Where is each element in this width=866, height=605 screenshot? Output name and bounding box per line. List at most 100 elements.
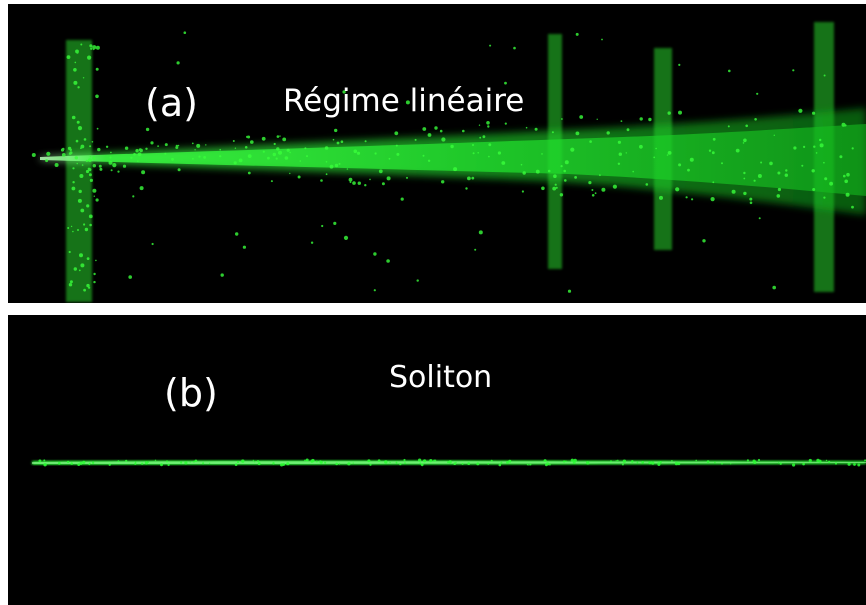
speckle-dot (823, 196, 826, 199)
speckle-dot (97, 147, 101, 152)
speckle-dot (83, 223, 86, 226)
soliton-speckle-dot (610, 460, 612, 463)
speckle-dot (487, 125, 490, 128)
speckle-dot (95, 198, 99, 202)
soliton-speckle-dot (193, 460, 195, 463)
soliton-speckle-dot (117, 460, 120, 463)
speckle-dot (92, 164, 97, 168)
speckle-dot (76, 162, 78, 165)
speckle-dot (82, 77, 85, 79)
speckle-dot (198, 155, 201, 158)
speckle-dot (434, 126, 438, 130)
speckle-dot (504, 122, 507, 125)
speckle-dot (246, 135, 249, 139)
soliton-speckle-dot (335, 462, 339, 466)
speckle-dot (601, 38, 603, 41)
speckle-dot (80, 144, 85, 149)
speckle-dot (374, 152, 377, 155)
speckle-dot (67, 227, 70, 229)
speckle-dot (79, 253, 83, 258)
speckle-dot (74, 61, 77, 64)
speckle-dot (272, 152, 276, 157)
soliton-speckle-dot (202, 462, 205, 465)
soliton-speckle-dot (779, 462, 782, 465)
speckle-dot (711, 151, 715, 155)
soliton-speckle-dot (180, 461, 183, 464)
speckle-dot (591, 194, 595, 197)
soliton-speckle-dot (674, 461, 679, 466)
soliton-speckle-dot (338, 463, 341, 465)
soliton-speckle-dot (57, 461, 61, 465)
soliton-speckle-dot (622, 459, 627, 463)
speckle-dot (612, 184, 618, 189)
soliton-speckle-dot (160, 463, 163, 467)
speckle-dot (74, 156, 79, 160)
speckle-dot (89, 44, 93, 48)
soliton-speckle-dot (853, 463, 856, 466)
soliton-speckle-dot (282, 463, 285, 466)
speckle-dot (416, 279, 419, 282)
speckle-dot (675, 187, 680, 192)
speckle-dot (667, 151, 672, 155)
speckle-dot (843, 174, 846, 178)
soliton-speckle-dot (369, 463, 372, 466)
soliton-speckle-dot (89, 462, 91, 465)
soliton-speckle-dot (272, 462, 275, 465)
soliton-speckle-dot (641, 461, 644, 464)
speckle-dot (91, 141, 94, 143)
speckle-dot (109, 156, 112, 159)
speckle-dot (743, 191, 747, 196)
speckle-dot (86, 257, 90, 260)
speckle-dot (535, 169, 540, 174)
soliton-speckle-dot (352, 462, 354, 464)
speckle-dot (553, 174, 557, 178)
soliton-speckle-dot (82, 460, 86, 464)
speckle-dot (691, 198, 694, 201)
speckle-dot (183, 31, 187, 34)
speckle-dot (753, 179, 756, 182)
soliton-speckle-dot (429, 459, 433, 463)
soliton-speckle-dot (808, 458, 812, 463)
speckle-dot (334, 128, 338, 133)
speckle-dot (112, 163, 117, 168)
speckle-dot (467, 176, 471, 181)
speckle-dot (278, 150, 282, 155)
speckle-dot (137, 160, 139, 162)
soliton-speckle-dot (752, 459, 756, 463)
speckle-dot (329, 164, 334, 169)
speckle-dot (777, 171, 781, 175)
speckle-dot (823, 74, 826, 77)
speckle-dot (617, 162, 621, 165)
panel-b-title: Soliton (389, 360, 493, 395)
speckle-dot (653, 156, 656, 159)
speckle-dot (79, 174, 84, 178)
speckle-dot (89, 178, 93, 182)
speckle-dot (234, 147, 237, 149)
speckle-dot (482, 135, 486, 139)
speckle-dot (396, 152, 400, 156)
speckle-dot (348, 177, 353, 182)
soliton-speckle-dot (834, 462, 838, 465)
soliton-speckle-dot (66, 460, 70, 464)
speckle-dot (87, 167, 91, 171)
speckle-dot (488, 143, 492, 147)
speckle-dot (77, 86, 80, 89)
soliton-speckle-dot (389, 461, 391, 464)
speckle-dot (69, 148, 72, 152)
soliton-speckle-dot (134, 461, 137, 464)
speckle-dot (525, 126, 528, 129)
soliton-speckle-dot (461, 462, 464, 465)
speckle-dot (645, 183, 649, 186)
speckle-dot (71, 186, 76, 191)
speckle-dot (844, 179, 848, 184)
speckle-dot (151, 242, 154, 246)
speckle-dot (606, 131, 610, 135)
speckle-dot (88, 214, 93, 219)
soliton-speckle-dot (209, 462, 211, 464)
speckle-dot (150, 141, 154, 145)
speckle-dot (564, 179, 567, 182)
soliton-speckle-dot (241, 459, 245, 463)
soliton-speckle-dot (570, 458, 574, 462)
speckle-dot (745, 124, 748, 128)
soliton-speckle-dot (757, 458, 761, 462)
